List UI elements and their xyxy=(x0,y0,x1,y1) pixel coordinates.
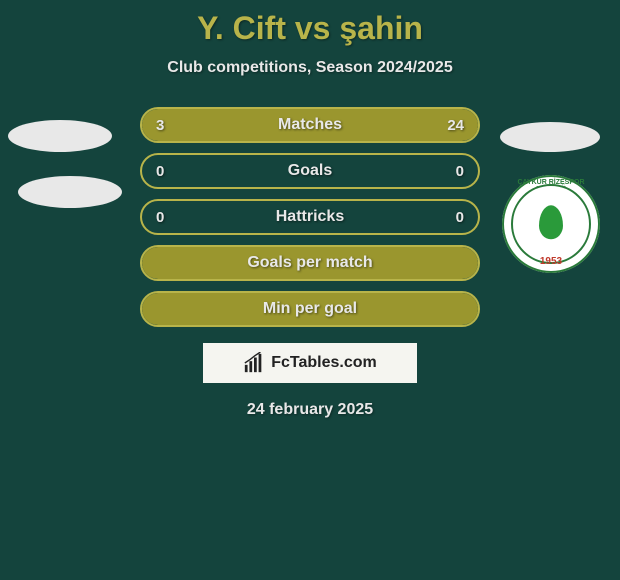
comparison-title: Y. Cift vs şahin xyxy=(0,0,620,47)
brand-text: FcTables.com xyxy=(271,354,377,372)
stat-value-right: 0 xyxy=(456,155,464,187)
stat-label: Matches xyxy=(142,109,478,141)
stat-row: 3 Matches 24 xyxy=(0,107,620,143)
bar-track: 0 Goals 0 xyxy=(140,153,480,189)
stat-label: Goals per match xyxy=(142,247,478,279)
bar-track: Min per goal xyxy=(140,291,480,327)
bar-track: 3 Matches 24 xyxy=(140,107,480,143)
stat-row: 0 Goals 0 xyxy=(0,153,620,189)
stat-label: Min per goal xyxy=(142,293,478,325)
chart-icon xyxy=(243,352,265,374)
stat-row: 0 Hattricks 0 xyxy=(0,199,620,235)
stats-area: 3 Matches 24 0 Goals 0 0 Hattricks 0 Goa… xyxy=(0,107,620,327)
stat-value-right: 0 xyxy=(456,201,464,233)
stat-row: Min per goal xyxy=(0,291,620,327)
brand-box: FcTables.com xyxy=(203,343,417,383)
stat-label: Hattricks xyxy=(142,201,478,233)
comparison-subtitle: Club competitions, Season 2024/2025 xyxy=(0,59,620,77)
stat-value-right: 24 xyxy=(447,109,464,141)
snapshot-date: 24 february 2025 xyxy=(0,401,620,419)
bar-track: 0 Hattricks 0 xyxy=(140,199,480,235)
bar-track: Goals per match xyxy=(140,245,480,281)
stat-label: Goals xyxy=(142,155,478,187)
stat-row: Goals per match xyxy=(0,245,620,281)
